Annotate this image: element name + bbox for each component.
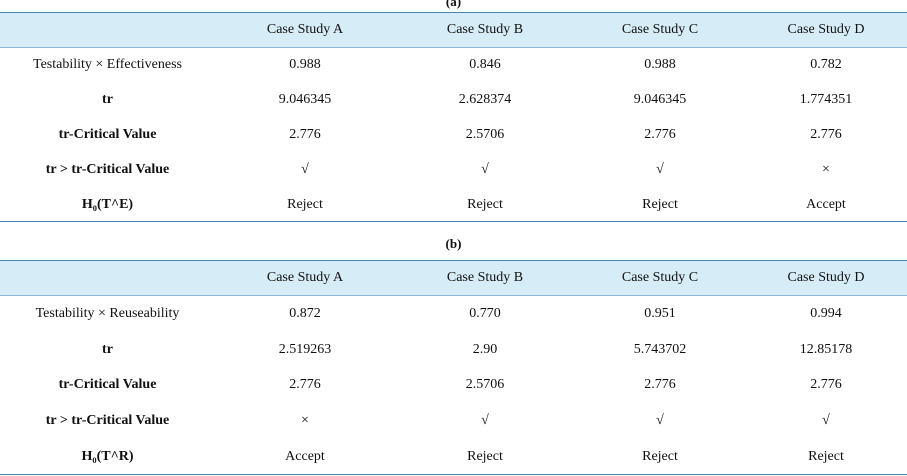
table-cell: 12.85178 (799, 341, 853, 357)
table-cell: 2.519263 (278, 341, 332, 357)
column-header: Case Study A (266, 22, 344, 37)
table-cell: Reject (808, 449, 844, 465)
table-caption: (a) (445, 0, 462, 9)
column-header: Case Study A (266, 270, 344, 285)
column-header: Case Study B (446, 270, 524, 285)
table-cell: 9.046345 (633, 92, 687, 108)
row-label: tr (102, 341, 113, 357)
table-cell: √ (301, 161, 309, 177)
table-cell: √ (656, 413, 664, 429)
table-bottom-rule (0, 221, 907, 222)
row-label: tr > tr-Critical Value (45, 161, 170, 177)
table-cell: 0.770 (469, 305, 501, 321)
table-cell: 2.776 (810, 377, 842, 393)
table-cell: × (301, 413, 309, 429)
table-cell: Accept (806, 196, 846, 212)
table-cell: 9.046345 (278, 92, 332, 108)
table-cell: 2.5706 (465, 377, 505, 393)
table-cell: 2.776 (644, 126, 676, 142)
table-cell: 0.846 (469, 57, 501, 73)
table-cell: 0.988 (644, 57, 676, 73)
table-cell: 2.628374 (458, 92, 512, 108)
header-band (0, 12, 907, 48)
table-cell: 0.988 (289, 57, 321, 73)
row-label: tr (102, 92, 113, 108)
row-label: Testability × Reuseability (35, 305, 180, 321)
column-header: Case Study B (446, 22, 524, 37)
table-cell: √ (481, 161, 489, 177)
column-header: Case Study C (621, 22, 699, 37)
table-cell: 2.5706 (465, 126, 505, 142)
column-header: Case Study D (787, 22, 865, 37)
table-cell: √ (822, 413, 830, 429)
row-label: tr-Critical Value (58, 377, 157, 393)
table-cell: Reject (467, 196, 503, 212)
header-band (0, 260, 907, 296)
table-cell: 0.872 (289, 305, 321, 321)
column-header: Case Study D (787, 270, 865, 285)
table-cell: √ (481, 413, 489, 429)
table-cell: Reject (642, 449, 678, 465)
row-label: Testability × Effectiveness (33, 57, 182, 73)
row-label: H₀(T^E) (81, 196, 134, 212)
table-caption: (b) (445, 236, 462, 251)
table-cell: 2.776 (289, 126, 321, 142)
table-cell: 0.782 (810, 57, 842, 73)
table-cell: Accept (285, 449, 325, 465)
row-label: H₀(T^R) (81, 449, 134, 465)
table-cell: 5.743702 (633, 341, 687, 357)
table-cell: 2.90 (472, 341, 498, 357)
row-label: tr-Critical Value (58, 126, 157, 142)
table-cell: Reject (642, 196, 678, 212)
table-cell: 0.951 (644, 305, 676, 321)
table-cell: 1.774351 (799, 92, 853, 108)
row-label: tr > tr-Critical Value (45, 413, 170, 429)
table-cell: 2.776 (644, 377, 676, 393)
table-bottom-rule (0, 474, 907, 475)
table-cell: × (822, 161, 830, 177)
table-cell: 2.776 (289, 377, 321, 393)
table-cell: Reject (287, 196, 323, 212)
table-cell: √ (656, 161, 664, 177)
table-cell: 2.776 (810, 126, 842, 142)
table-cell: 0.994 (810, 305, 842, 321)
table-cell: Reject (467, 449, 503, 465)
column-header: Case Study C (621, 270, 699, 285)
